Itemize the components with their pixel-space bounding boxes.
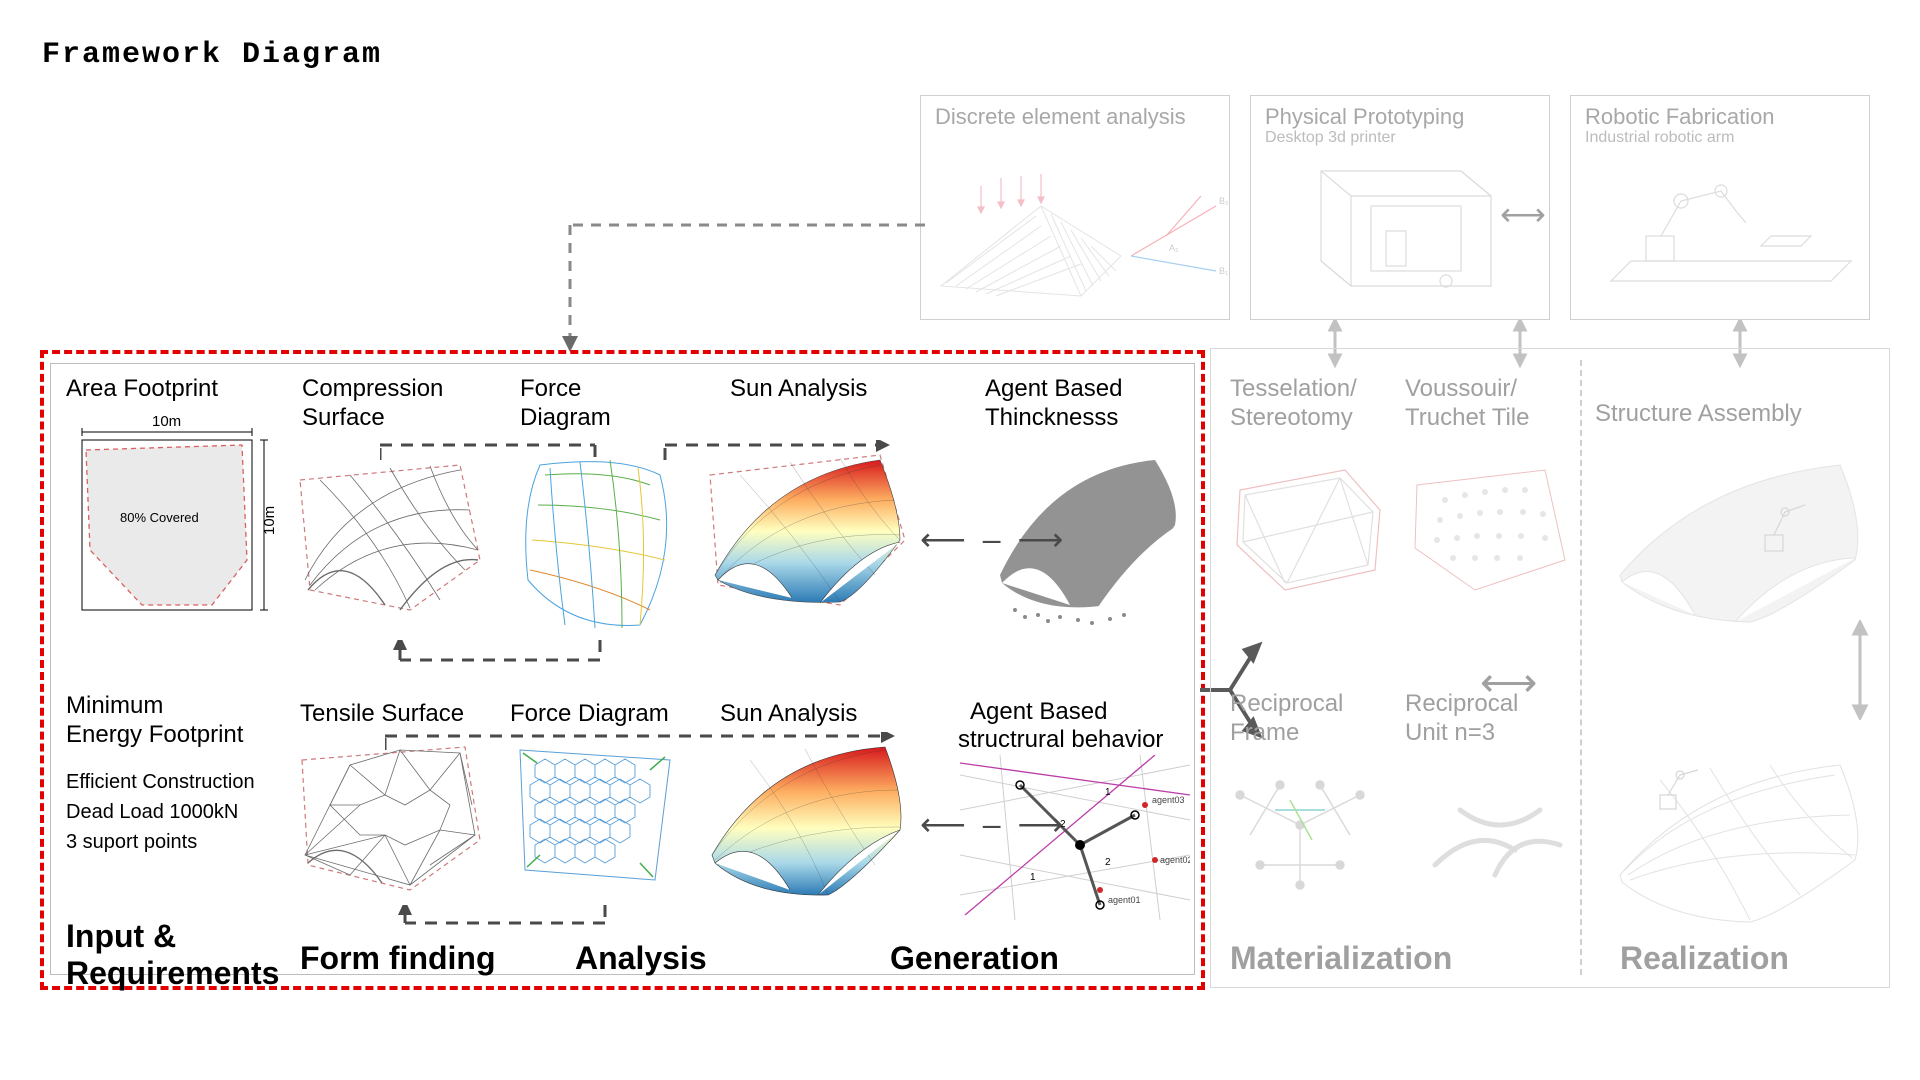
label-efficient-construction: Efficient Construction — [66, 770, 255, 794]
svg-text:A₂: A₂ — [1169, 243, 1179, 253]
label-dead-load: Dead Load 1000kN — [66, 800, 238, 824]
robot-arm-illustration — [1571, 151, 1871, 311]
label-structure-assembly: Structure Assembly — [1595, 400, 1802, 429]
stage-form-finding: Form finding — [300, 940, 496, 977]
panel-title: Robotic Fabrication — [1571, 96, 1869, 129]
panel-robotic-fabrication: Robotic Fabrication Industrial robotic a… — [1570, 95, 1870, 320]
stage-generation: Generation — [890, 940, 1059, 977]
svg-text:10m: 10m — [261, 506, 278, 535]
svg-text:B₂: B₂ — [1219, 196, 1229, 206]
label-reciprocal-frame: Reciprocal Frame — [1230, 690, 1343, 748]
label-agent-thickness: Agent Based Thincknesss — [985, 375, 1122, 433]
back-loop-top — [380, 640, 630, 680]
double-arrow-icon: ⟵ ‒ ⟶ — [920, 520, 1067, 558]
tesselation-thumb — [1225, 450, 1395, 610]
label-force-diagram-2: Force Diagram — [510, 700, 669, 729]
label-area-footprint: Area Footprint — [66, 375, 218, 404]
structure-assembly-2-thumb — [1600, 740, 1875, 940]
reciprocal-frame-thumb — [1220, 755, 1400, 915]
label-agent-struct-2: structrural behavior — [958, 726, 1163, 755]
stage-analysis: Analysis — [575, 940, 707, 977]
label-support-points: 3 suport points — [66, 830, 197, 854]
panel-discrete-analysis: Discrete element analysis B₂ B₁ — [920, 95, 1230, 320]
double-arrow-icon: ⟷ — [1500, 195, 1546, 233]
svg-text:agent03: agent03 — [1152, 795, 1185, 805]
top-panels-row: Discrete element analysis B₂ B₁ — [920, 95, 1880, 325]
label-sun-analysis-1: Sun Analysis — [730, 375, 867, 404]
page-title: Framework Diagram — [42, 38, 382, 72]
dashed-connector-top — [380, 440, 900, 480]
dashed-connector-bottom — [385, 732, 905, 764]
label-compression-surface: Compression Surface — [302, 375, 443, 433]
label-tesselation: Tesselation/ Stereotomy — [1230, 375, 1357, 433]
label-agent-struct-1: Agent Based — [970, 698, 1107, 727]
svg-text:1: 1 — [1105, 787, 1111, 798]
svg-text:10m: 10m — [152, 413, 181, 430]
panel-title: Discrete element analysis — [921, 96, 1229, 129]
svg-text:1: 1 — [1030, 872, 1036, 883]
double-arrow-icon: ⟷ — [1480, 660, 1537, 706]
svg-text:agent01: agent01 — [1108, 895, 1141, 905]
svg-text:B₁: B₁ — [1219, 266, 1228, 276]
vertical-double-arrow — [1845, 620, 1885, 720]
label-force-diagram-1: Force Diagram — [520, 375, 611, 433]
discrete-analysis-illustration: B₂ B₁ A₂ — [921, 136, 1231, 316]
svg-text:2: 2 — [1105, 857, 1111, 868]
reciprocal-unit-thumb — [1405, 755, 1585, 915]
stage-input-requirements: Input & Requirements — [66, 918, 279, 992]
svg-text:80% Covered: 80% Covered — [120, 510, 199, 525]
back-loop-bottom — [385, 905, 635, 943]
label-sun-analysis-2: Sun Analysis — [720, 700, 857, 729]
voussoir-thumb — [1405, 450, 1575, 610]
double-arrow-icon: ⟵ ‒ ⟶ — [920, 805, 1067, 843]
structure-assembly-1-thumb — [1600, 440, 1875, 640]
label-voussoir: Voussouir/ Truchet Tile — [1405, 375, 1530, 433]
area-footprint-thumb: 10m 80% Covered 10m — [62, 410, 282, 640]
label-min-energy: Minimum Energy Footprint — [66, 692, 243, 750]
svg-text:agent02: agent02 — [1160, 855, 1190, 865]
feedback-arrow — [560, 210, 930, 360]
label-tensile-surface: Tensile Surface — [300, 700, 464, 729]
panel-subtitle: Industrial robotic arm — [1571, 129, 1869, 147]
panel-subtitle: Desktop 3d printer — [1251, 129, 1549, 147]
panel-title: Physical Prototyping — [1251, 96, 1549, 129]
